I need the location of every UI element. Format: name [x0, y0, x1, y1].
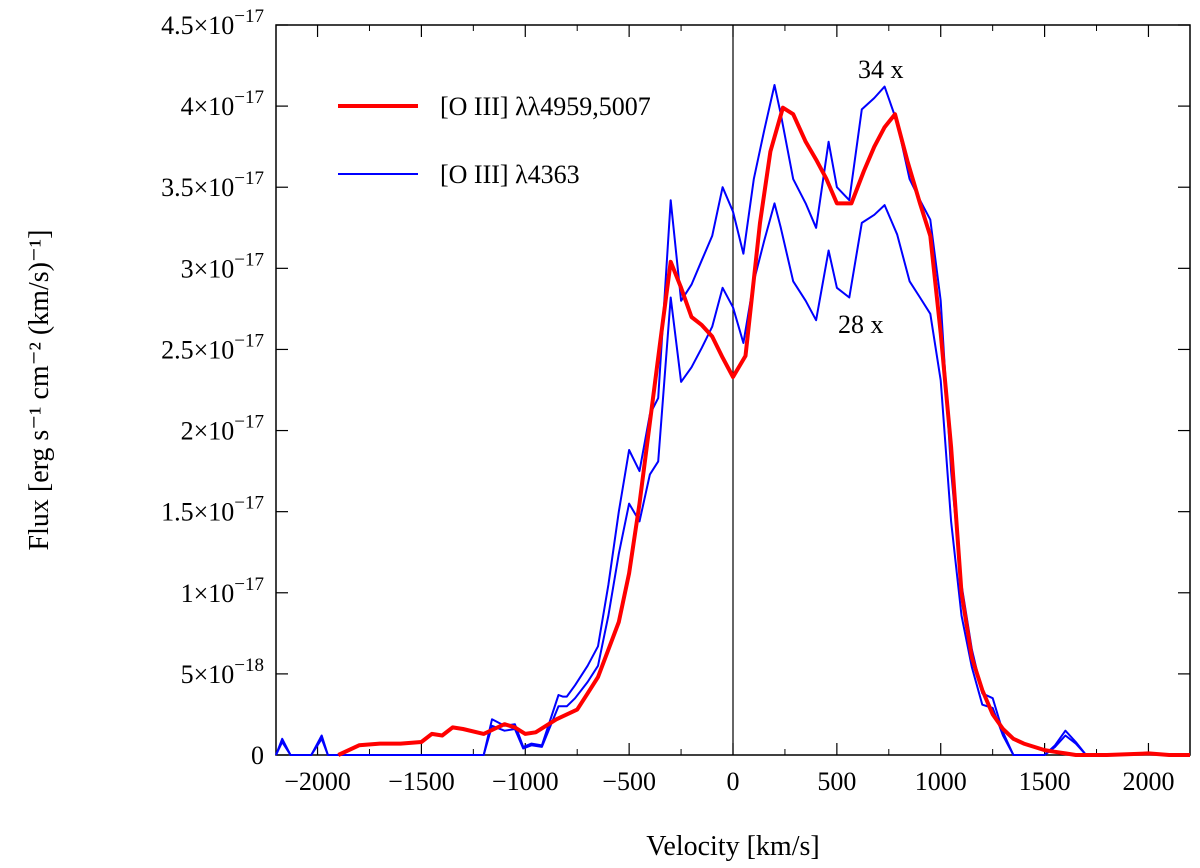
y-tick-label: 4×10−17: [181, 87, 264, 121]
y-axis-title: Flux [erg s⁻¹ cm⁻² (km/s)⁻¹]: [24, 230, 55, 551]
plot-frame: [275, 24, 1191, 756]
annotations: 34 x 28 x: [838, 55, 904, 339]
x-tick-label: 0: [727, 767, 740, 796]
x-axis-title: Velocity [km/s]: [646, 831, 819, 862]
legend: [O III] λλ4959,5007 [O III] λ4363: [338, 92, 651, 189]
series-lines: [275, 84, 1190, 757]
x-tick-label: 1000: [915, 767, 967, 796]
y-tick-label: 4.5×10−17: [161, 6, 264, 40]
legend-label: [O III] λλ4959,5007: [440, 92, 651, 121]
y-tick-label: 2×10−17: [181, 412, 264, 446]
series-line-0: [337, 105, 1190, 757]
y-tick-label: 1.5×10−17: [161, 493, 264, 527]
x-tick-label: −1000: [492, 767, 559, 796]
x-tick-label: −500: [602, 767, 656, 796]
axis-ticks: −2000 −1500 −1000 −500 0 500 1000 1500 2000 0 5×10…: [161, 6, 1190, 796]
x-tick-label: −1500: [388, 767, 455, 796]
y-axis-title-text: Flux [erg s⁻¹ cm⁻² (km/s)⁻¹]: [24, 230, 55, 551]
y-tick-label: 3.5×10−17: [161, 168, 264, 202]
annotation-label: 34 x: [858, 55, 904, 84]
x-tick-label: 1500: [1019, 767, 1071, 796]
series-line-1: [275, 84, 1107, 756]
x-axis-title-text: Velocity [km/s]: [646, 831, 819, 862]
x-tick-label: −2000: [284, 767, 351, 796]
x-tick-label: 2000: [1122, 767, 1174, 796]
y-tick-label: 1×10−17: [181, 574, 264, 608]
x-tick-label: 500: [817, 767, 856, 796]
annotation-label: 28 x: [838, 310, 884, 339]
y-tick-label: 3×10−17: [181, 249, 264, 283]
y-tick-label: 5×10−18: [181, 655, 264, 689]
y-tick-label: 0: [251, 741, 264, 770]
legend-label: [O III] λ4363: [440, 160, 580, 189]
y-tick-label: 2.5×10−17: [161, 330, 264, 364]
